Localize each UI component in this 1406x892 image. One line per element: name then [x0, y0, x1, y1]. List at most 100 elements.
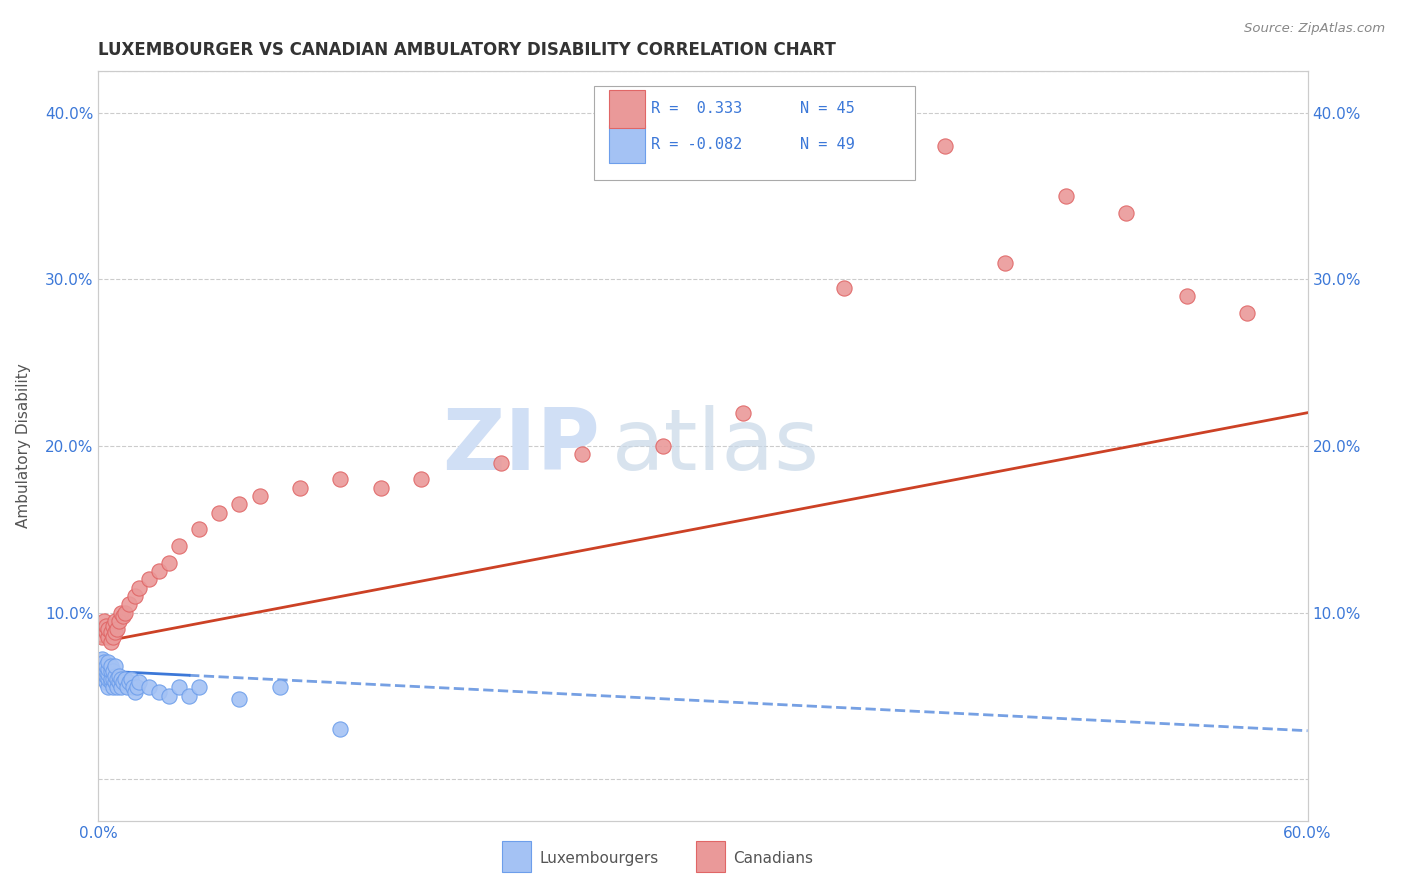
- Point: [121, 681, 143, 695]
- Point: [120, 672, 142, 686]
- Point: [101, 619, 124, 633]
- Point: [571, 447, 593, 461]
- Text: atlas: atlas: [613, 404, 820, 488]
- Point: [115, 681, 138, 695]
- Point: [128, 675, 150, 690]
- Point: [269, 681, 291, 695]
- Point: [105, 622, 128, 636]
- Point: [89, 622, 111, 636]
- Point: [101, 631, 124, 645]
- Point: [114, 672, 136, 686]
- Point: [100, 625, 122, 640]
- Point: [105, 681, 128, 695]
- Text: ZIP: ZIP: [443, 404, 600, 488]
- Point: [228, 497, 250, 511]
- Point: [103, 669, 125, 683]
- Point: [111, 675, 134, 690]
- FancyBboxPatch shape: [609, 90, 645, 128]
- Point: [97, 622, 120, 636]
- Text: Canadians: Canadians: [734, 851, 813, 865]
- Point: [96, 658, 118, 673]
- Point: [97, 656, 120, 670]
- Text: LUXEMBOURGER VS CANADIAN AMBULATORY DISABILITY CORRELATION CHART: LUXEMBOURGER VS CANADIAN AMBULATORY DISA…: [98, 41, 837, 59]
- Point: [409, 472, 432, 486]
- Point: [249, 489, 271, 503]
- Point: [167, 681, 190, 695]
- Point: [110, 681, 132, 695]
- Point: [167, 539, 190, 553]
- Point: [100, 635, 122, 649]
- Point: [96, 619, 118, 633]
- Point: [148, 685, 170, 699]
- Point: [651, 439, 673, 453]
- FancyBboxPatch shape: [696, 841, 724, 872]
- Point: [288, 481, 311, 495]
- Point: [97, 681, 120, 695]
- Point: [97, 631, 120, 645]
- Point: [101, 681, 124, 695]
- Point: [105, 672, 128, 686]
- Point: [124, 685, 146, 699]
- Point: [934, 139, 956, 153]
- Text: N = 45: N = 45: [800, 102, 855, 116]
- Point: [138, 681, 160, 695]
- Point: [93, 664, 115, 678]
- Point: [100, 672, 122, 686]
- Text: R = -0.082: R = -0.082: [651, 136, 742, 152]
- Point: [148, 564, 170, 578]
- Point: [107, 669, 129, 683]
- Point: [1236, 306, 1258, 320]
- Point: [138, 572, 160, 586]
- FancyBboxPatch shape: [595, 87, 915, 180]
- Point: [103, 614, 125, 628]
- Point: [329, 472, 352, 486]
- Point: [93, 622, 115, 636]
- Point: [101, 664, 124, 678]
- Point: [188, 681, 211, 695]
- Point: [103, 625, 125, 640]
- Point: [91, 652, 114, 666]
- Text: Source: ZipAtlas.com: Source: ZipAtlas.com: [1244, 22, 1385, 36]
- Point: [96, 675, 118, 690]
- Point: [93, 656, 115, 670]
- Point: [97, 672, 120, 686]
- Point: [125, 681, 148, 695]
- Point: [128, 581, 150, 595]
- Point: [157, 689, 180, 703]
- Point: [89, 664, 111, 678]
- Point: [179, 689, 201, 703]
- Point: [96, 664, 118, 678]
- Point: [118, 675, 141, 690]
- Point: [100, 664, 122, 678]
- Point: [1175, 289, 1198, 303]
- Point: [157, 556, 180, 570]
- Point: [118, 597, 141, 611]
- Point: [93, 614, 115, 628]
- Point: [107, 614, 129, 628]
- Text: R =  0.333: R = 0.333: [651, 102, 742, 116]
- Point: [228, 692, 250, 706]
- Point: [491, 456, 513, 470]
- Point: [100, 675, 122, 690]
- Point: [96, 625, 118, 640]
- Point: [97, 662, 120, 676]
- Point: [110, 672, 132, 686]
- Text: Luxembourgers: Luxembourgers: [540, 851, 659, 865]
- FancyBboxPatch shape: [609, 125, 645, 162]
- Point: [107, 675, 129, 690]
- Point: [124, 589, 146, 603]
- Point: [103, 675, 125, 690]
- Point: [188, 522, 211, 536]
- Point: [110, 606, 132, 620]
- Point: [329, 722, 352, 736]
- Point: [96, 669, 118, 683]
- Point: [1115, 206, 1137, 220]
- Text: N = 49: N = 49: [800, 136, 855, 152]
- Point: [208, 506, 231, 520]
- Point: [91, 658, 114, 673]
- Point: [733, 406, 755, 420]
- Point: [101, 672, 124, 686]
- FancyBboxPatch shape: [502, 841, 531, 872]
- Point: [111, 608, 134, 623]
- Point: [103, 658, 125, 673]
